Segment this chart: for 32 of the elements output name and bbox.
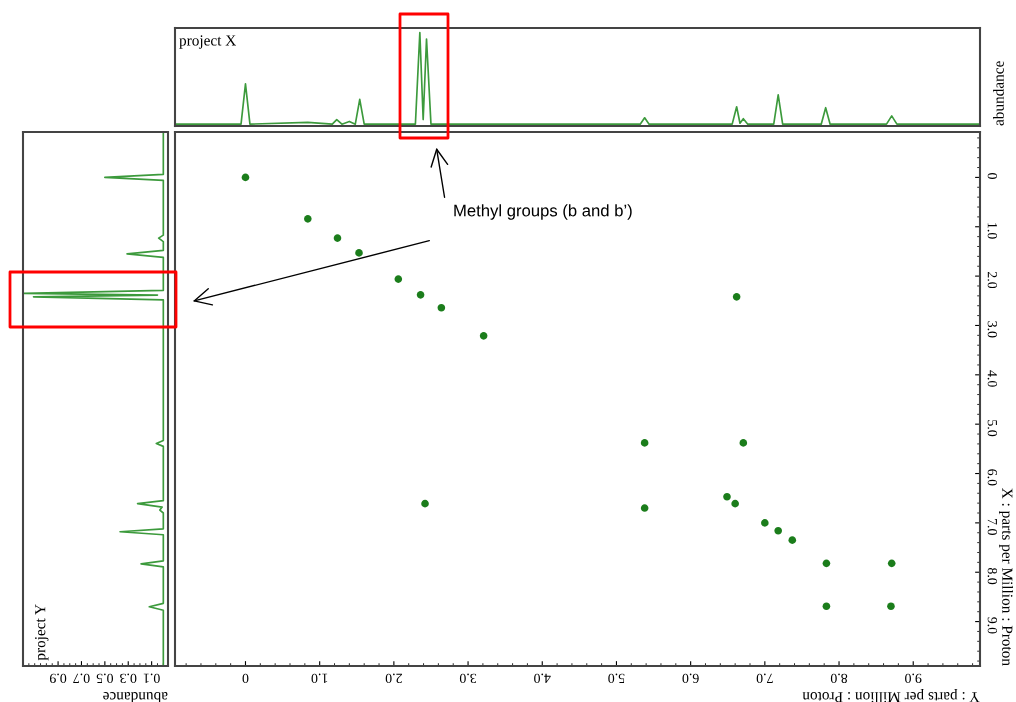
x-tick-label: 0.1 bbox=[143, 673, 160, 684]
y-tick-label: 9.0 bbox=[987, 617, 998, 634]
y-tick-label: 3.0 bbox=[987, 321, 998, 338]
x-tick-label: 6.0 bbox=[682, 673, 699, 684]
x-axis-title: abundance bbox=[103, 692, 168, 702]
x-tick-label: 5.0 bbox=[608, 673, 625, 684]
chart-title: project X bbox=[179, 35, 237, 49]
y-tick-label: 7.0 bbox=[987, 518, 998, 535]
y-tick-label: 4.0 bbox=[987, 370, 998, 387]
x-tick-label: 0 bbox=[242, 673, 249, 684]
x-tick-label: 9.0 bbox=[905, 673, 922, 684]
x-tick-label: 8.0 bbox=[830, 673, 848, 684]
y-tick-label: 8.0 bbox=[987, 567, 998, 585]
text: project Y bbox=[35, 604, 49, 661]
x-tick-label: 3.0 bbox=[459, 673, 477, 684]
x-tick-label: 2.0 bbox=[385, 673, 402, 684]
annotation: Methyl groups (b and b’) bbox=[454, 204, 632, 220]
x-tick-label: 0.7 bbox=[73, 673, 90, 684]
y-tick-label: 6.0 bbox=[987, 469, 998, 486]
x-tick-label: 7.0 bbox=[756, 673, 773, 684]
y-tick-label: 0 bbox=[987, 173, 998, 179]
y-tick-label: 5.0 bbox=[987, 420, 998, 437]
x-tick-label: 0.9 bbox=[49, 673, 67, 684]
y-tick-label: 2.0 bbox=[987, 271, 998, 289]
x-tick-label: 4.0 bbox=[534, 673, 551, 684]
y-tick-label: 1.0 bbox=[987, 223, 998, 239]
x-tick-label: 1.0 bbox=[311, 673, 328, 684]
x-axis-title: Y : parts per Million : Proton bbox=[802, 689, 980, 702]
x-tick-label: 0.5 bbox=[96, 673, 114, 684]
y-axis-title: abundance bbox=[993, 61, 1004, 126]
y-axis-title: X : parts per Million : Proton bbox=[999, 488, 1013, 666]
x-tick-label: 0.3 bbox=[120, 673, 137, 684]
